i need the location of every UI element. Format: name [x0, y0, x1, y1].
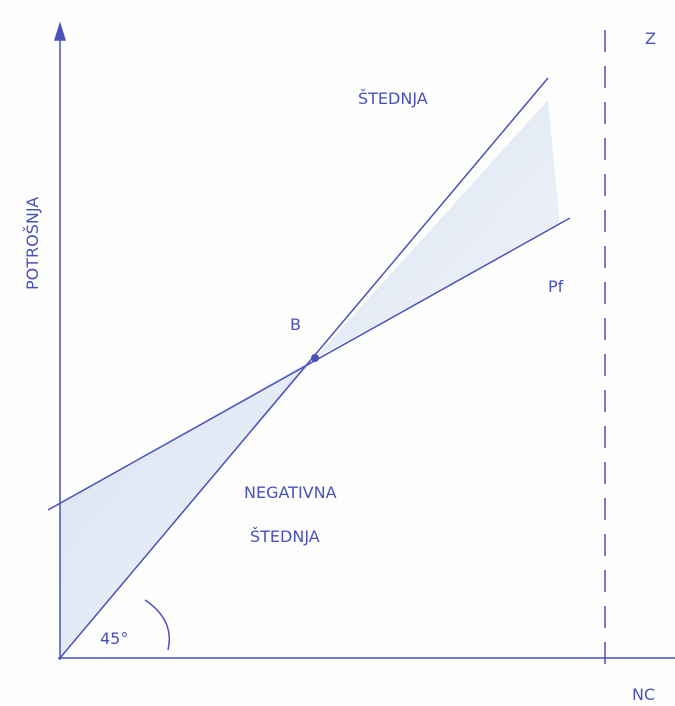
y-axis-label: POTROŠNJA	[23, 197, 42, 290]
b-label: B	[290, 315, 301, 334]
x-axis-label: NC	[632, 685, 655, 704]
angle-arc	[144, 599, 170, 651]
line-45	[59, 77, 549, 659]
savings-area	[315, 100, 560, 358]
shading	[60, 100, 560, 658]
neg-savings-label: ŠTEDNJA	[250, 527, 320, 546]
savings-label: ŠTEDNJA	[358, 89, 428, 108]
z-label: Z	[645, 29, 656, 48]
consumption-line	[47, 217, 571, 511]
neg-savings-label: NEGATIVNA	[244, 483, 337, 502]
angle-label: 45°	[100, 629, 128, 648]
pf-label: Pf	[548, 277, 564, 296]
y-arrow	[53, 21, 67, 41]
point-b	[311, 354, 319, 362]
